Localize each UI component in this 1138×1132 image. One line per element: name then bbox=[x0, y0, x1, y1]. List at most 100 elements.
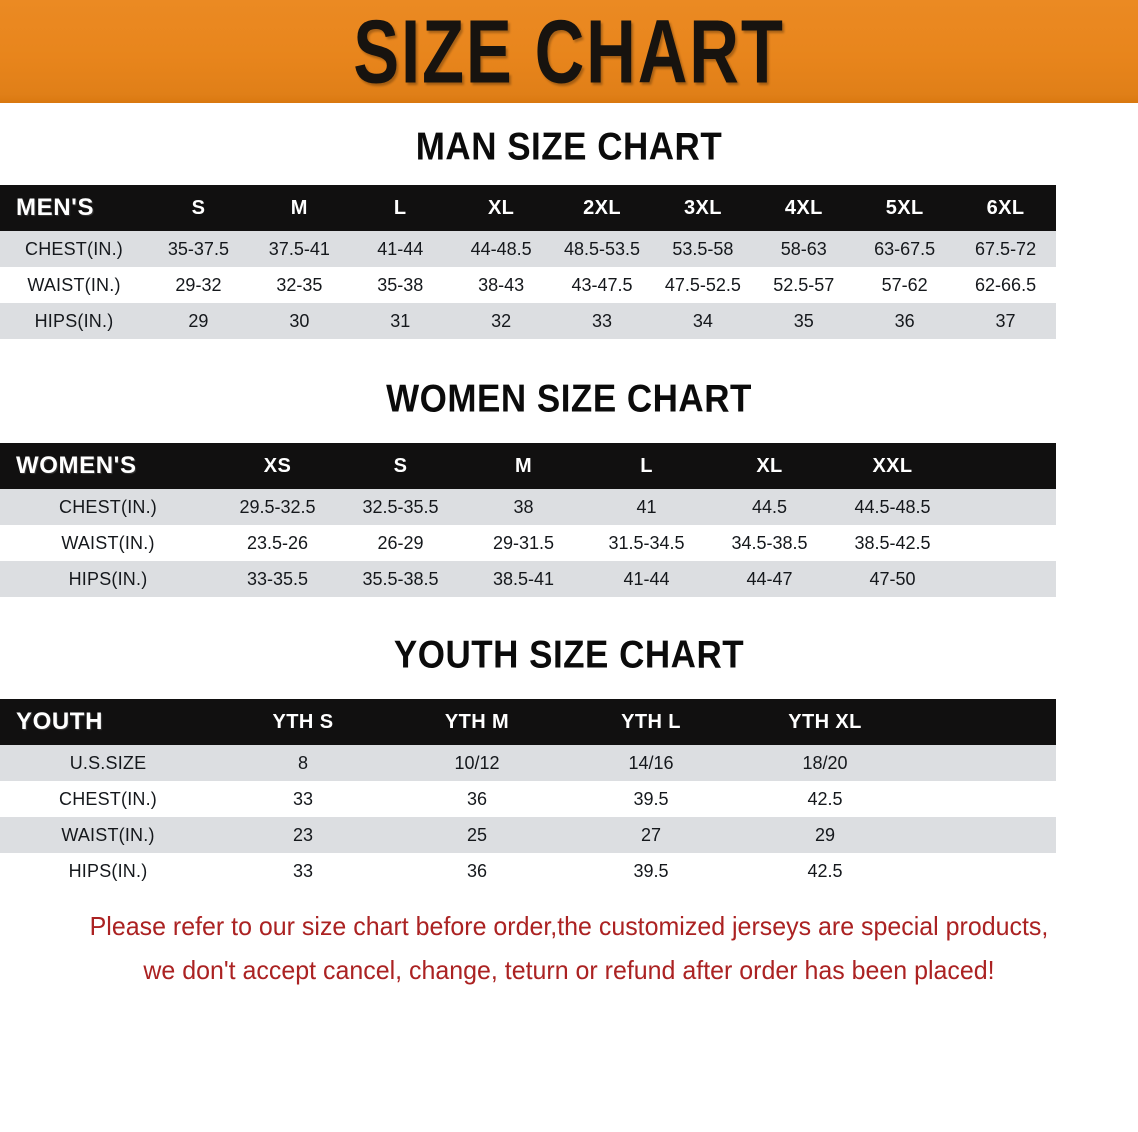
table-row: HIPS(IN.) 33-35.5 35.5-38.5 38.5-41 41-4… bbox=[0, 561, 1056, 597]
man-header-row: MEN'S S M L XL 2XL 3XL 4XL 5XL 6XL bbox=[0, 185, 1057, 231]
women-size-header-xl: XL bbox=[708, 443, 831, 489]
women-waist-xxl: 38.5-42.5 bbox=[831, 525, 954, 561]
man-size-header-xl: XL bbox=[450, 185, 552, 231]
youth-hips-xl: 42.5 bbox=[738, 853, 912, 889]
women-hips-s: 35.5-38.5 bbox=[339, 561, 462, 597]
youth-row-label-hips: HIPS(IN.) bbox=[0, 853, 216, 889]
youth-ussize-filler bbox=[912, 745, 1056, 781]
man-size-header-l: L bbox=[349, 185, 451, 231]
man-chest-l: 41-44 bbox=[349, 231, 451, 267]
women-header-row: WOMEN'S XS S M L XL XXL bbox=[0, 443, 1056, 489]
women-chest-xl: 44.5 bbox=[708, 489, 831, 525]
man-waist-l: 35-38 bbox=[349, 267, 451, 303]
women-chest-l: 41 bbox=[585, 489, 708, 525]
table-row: HIPS(IN.) 33 36 39.5 42.5 bbox=[0, 853, 1056, 889]
man-chest-xl: 44-48.5 bbox=[450, 231, 552, 267]
man-size-header-5xl: 5XL bbox=[854, 185, 956, 231]
man-chest-m: 37.5-41 bbox=[248, 231, 350, 267]
man-hips-2xl: 33 bbox=[551, 303, 653, 339]
women-hips-xs: 33-35.5 bbox=[216, 561, 339, 597]
man-waist-6xl: 62-66.5 bbox=[955, 267, 1057, 303]
man-waist-xl: 38-43 bbox=[450, 267, 552, 303]
man-size-table-wrap: MEN'S S M L XL 2XL 3XL 4XL 5XL 6XL CHEST… bbox=[0, 185, 1138, 339]
women-chest-xs: 29.5-32.5 bbox=[216, 489, 339, 525]
man-hips-3xl: 34 bbox=[652, 303, 754, 339]
women-chest-s: 32.5-35.5 bbox=[339, 489, 462, 525]
youth-size-header-m: YTH M bbox=[390, 699, 564, 745]
women-header-filler bbox=[954, 443, 1056, 489]
man-row-label-hips: HIPS(IN.) bbox=[0, 303, 148, 339]
man-waist-4xl: 52.5-57 bbox=[753, 267, 855, 303]
return-policy-note: Please refer to our size chart before or… bbox=[43, 905, 1095, 992]
man-hips-xl: 32 bbox=[450, 303, 552, 339]
man-section-heading: MAN SIZE CHART bbox=[415, 124, 723, 169]
women-hips-xl: 44-47 bbox=[708, 561, 831, 597]
man-corner-label: MEN'S bbox=[0, 185, 148, 231]
youth-corner-label: YOUTH bbox=[0, 699, 216, 745]
page-title: SIZE CHART bbox=[353, 0, 785, 102]
youth-waist-filler bbox=[912, 817, 1056, 853]
youth-hips-m: 36 bbox=[390, 853, 564, 889]
youth-header-row: YOUTH YTH S YTH M YTH L YTH XL bbox=[0, 699, 1056, 745]
man-size-header-m: M bbox=[248, 185, 350, 231]
man-size-header-6xl: 6XL bbox=[955, 185, 1057, 231]
women-hips-l: 41-44 bbox=[585, 561, 708, 597]
man-chest-6xl: 67.5-72 bbox=[955, 231, 1057, 267]
women-row-label-waist: WAIST(IN.) bbox=[0, 525, 216, 561]
man-hips-6xl: 37 bbox=[955, 303, 1057, 339]
table-row: CHEST(IN.) 29.5-32.5 32.5-35.5 38 41 44.… bbox=[0, 489, 1056, 525]
women-size-table-wrap: WOMEN'S XS S M L XL XXL CHEST(IN.) 29.5-… bbox=[0, 443, 1138, 597]
youth-hips-s: 33 bbox=[216, 853, 390, 889]
man-hips-l: 31 bbox=[349, 303, 451, 339]
women-chest-m: 38 bbox=[462, 489, 585, 525]
women-chest-filler bbox=[954, 489, 1056, 525]
man-table-header: MEN'S S M L XL 2XL 3XL 4XL 5XL 6XL bbox=[0, 185, 1057, 231]
table-row: WAIST(IN.) 23 25 27 29 bbox=[0, 817, 1056, 853]
man-row-label-chest: CHEST(IN.) bbox=[0, 231, 148, 267]
youth-size-header-s: YTH S bbox=[216, 699, 390, 745]
women-hips-m: 38.5-41 bbox=[462, 561, 585, 597]
youth-chest-s: 33 bbox=[216, 781, 390, 817]
women-size-header-xxl: XXL bbox=[831, 443, 954, 489]
man-waist-m: 32-35 bbox=[248, 267, 350, 303]
youth-size-header-xl: YTH XL bbox=[738, 699, 912, 745]
youth-waist-xl: 29 bbox=[738, 817, 912, 853]
man-hips-5xl: 36 bbox=[854, 303, 956, 339]
youth-ussize-m: 10/12 bbox=[390, 745, 564, 781]
man-size-header-s: S bbox=[148, 185, 249, 231]
youth-ussize-s: 8 bbox=[216, 745, 390, 781]
youth-header-filler bbox=[912, 699, 1056, 745]
man-hips-4xl: 35 bbox=[753, 303, 855, 339]
youth-table-body: U.S.SIZE 8 10/12 14/16 18/20 CHEST(IN.) … bbox=[0, 745, 1056, 889]
size-chart-banner: SIZE CHART bbox=[0, 0, 1138, 103]
man-row-label-waist: WAIST(IN.) bbox=[0, 267, 148, 303]
youth-row-label-waist: WAIST(IN.) bbox=[0, 817, 216, 853]
man-waist-2xl: 43-47.5 bbox=[551, 267, 653, 303]
youth-chest-l: 39.5 bbox=[564, 781, 738, 817]
youth-size-table-wrap: YOUTH YTH S YTH M YTH L YTH XL U.S.SIZE … bbox=[0, 699, 1138, 889]
youth-size-table: YOUTH YTH S YTH M YTH L YTH XL U.S.SIZE … bbox=[0, 699, 1056, 889]
youth-chest-filler bbox=[912, 781, 1056, 817]
man-chest-3xl: 53.5-58 bbox=[652, 231, 754, 267]
youth-ussize-l: 14/16 bbox=[564, 745, 738, 781]
women-section-heading: WOMEN SIZE CHART bbox=[386, 376, 752, 421]
man-chest-4xl: 58-63 bbox=[753, 231, 855, 267]
women-hips-xxl: 47-50 bbox=[831, 561, 954, 597]
women-waist-xs: 23.5-26 bbox=[216, 525, 339, 561]
youth-row-label-chest: CHEST(IN.) bbox=[0, 781, 216, 817]
youth-table-header: YOUTH YTH S YTH M YTH L YTH XL bbox=[0, 699, 1056, 745]
women-row-label-chest: CHEST(IN.) bbox=[0, 489, 216, 525]
man-hips-m: 30 bbox=[248, 303, 350, 339]
man-hips-s: 29 bbox=[148, 303, 249, 339]
table-row: U.S.SIZE 8 10/12 14/16 18/20 bbox=[0, 745, 1056, 781]
man-waist-s: 29-32 bbox=[148, 267, 249, 303]
women-size-header-l: L bbox=[585, 443, 708, 489]
women-hips-filler bbox=[954, 561, 1056, 597]
women-waist-filler bbox=[954, 525, 1056, 561]
table-row: WAIST(IN.) 29-32 32-35 35-38 38-43 43-47… bbox=[0, 267, 1057, 303]
table-row: CHEST(IN.) 33 36 39.5 42.5 bbox=[0, 781, 1056, 817]
youth-waist-l: 27 bbox=[564, 817, 738, 853]
women-waist-xl: 34.5-38.5 bbox=[708, 525, 831, 561]
man-size-header-3xl: 3XL bbox=[652, 185, 754, 231]
youth-hips-filler bbox=[912, 853, 1056, 889]
